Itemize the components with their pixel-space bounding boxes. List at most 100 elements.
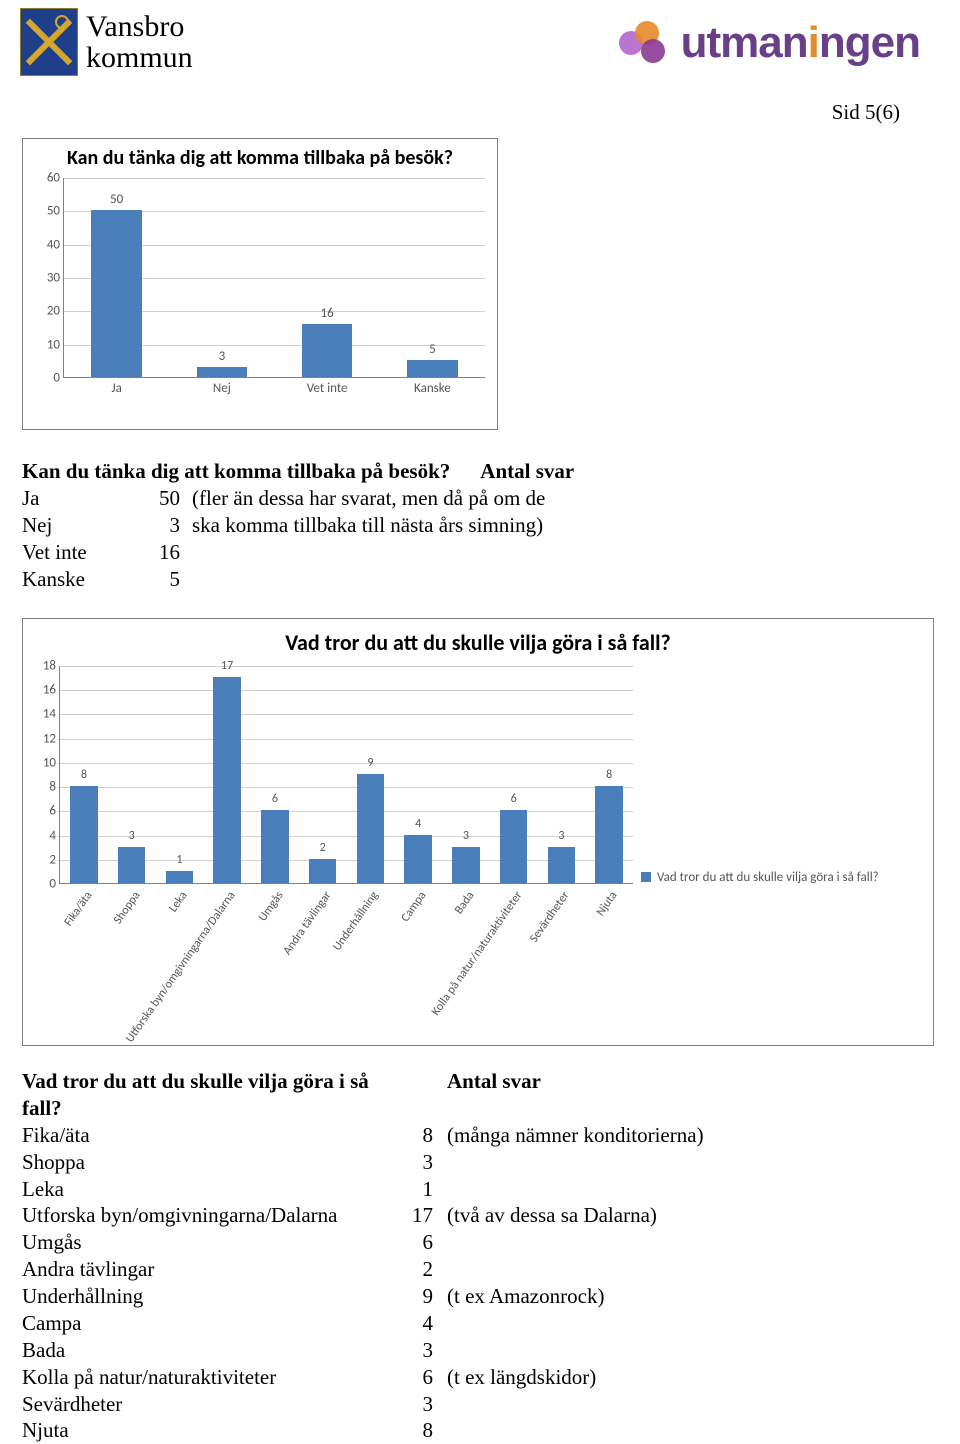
table1-title: Kan du tänka dig att komma tillbaka på b… [22, 459, 450, 483]
table2: Vad tror du att du skulle vilja göra i s… [22, 1068, 942, 1444]
row-label: Vet inte [22, 539, 132, 566]
chart2-ytick: 2 [30, 852, 56, 867]
chart2-bar-value: 1 [166, 853, 194, 867]
row-note: (två av dessa sa Dalarna) [447, 1202, 942, 1229]
chart1-title: Kan du tänka dig att komma tillbaka på b… [23, 139, 497, 174]
chart1-ytick: 30 [34, 271, 60, 286]
chart2-bar: 3 [118, 847, 146, 883]
row-value: 5 [132, 566, 192, 593]
chart2-ytick: 10 [30, 755, 56, 770]
row-label: Fika/äta [22, 1122, 397, 1149]
row-label: Bada [22, 1337, 397, 1364]
table-row: Kolla på natur/naturaktiviteter6(t ex lä… [22, 1364, 942, 1391]
chart1-bar: 3 [197, 367, 248, 377]
chart2-bar-value: 9 [357, 756, 385, 770]
chart2-xtick: Underhållning [331, 889, 382, 954]
chart1-bar: 5 [407, 360, 458, 377]
row-value: 2 [397, 1256, 447, 1283]
chart2-legend: Vad tror du att du skulle vilja göra i s… [641, 762, 901, 992]
chart1-bar-value: 16 [302, 306, 353, 321]
utmaningen-logo: utmaningen [619, 18, 920, 68]
table-row: Nej3ska komma tillbaka till nästa års si… [22, 512, 922, 539]
chart2-xtick: Bada [452, 889, 477, 917]
chart2-xtick: Shoppa [111, 889, 143, 927]
table-row: Utforska byn/omgivningarna/Dalarna17(två… [22, 1202, 942, 1229]
row-value: 3 [397, 1149, 447, 1176]
row-label: Kanske [22, 566, 132, 593]
chart2-xtick: Sevärdheter [528, 889, 573, 945]
row-note [192, 566, 922, 593]
table1: Kan du tänka dig att komma tillbaka på b… [22, 458, 922, 592]
row-label: Campa [22, 1310, 397, 1337]
table2-header-val: Antal svar [447, 1068, 942, 1122]
vansbro-logo: Vansbro kommun [20, 8, 193, 76]
chart1-xtick: Nej [213, 381, 231, 396]
row-value: 3 [397, 1391, 447, 1418]
page-number: Sid 5(6) [832, 100, 900, 125]
chart2-xtick: Kolla på natur/naturaktiviteter [429, 889, 525, 1018]
chart1-bar-value: 3 [197, 349, 248, 364]
chart1-xtick: Kanske [414, 381, 451, 396]
chart2-xtick: Campa [399, 889, 430, 925]
table2-title: Vad tror du att du skulle vilja göra i s… [22, 1069, 369, 1120]
chart2-ytick: 0 [30, 877, 56, 892]
chart1-bar: 50 [91, 210, 142, 377]
row-note [447, 1149, 942, 1176]
table1-header-val: Antal svar [480, 458, 574, 485]
chart1-ytick: 0 [34, 371, 60, 386]
chart2: Vad tror du att du skulle vilja göra i s… [22, 618, 934, 1046]
chart2-bar-value: 3 [548, 829, 576, 843]
chart2-ytick: 8 [30, 780, 56, 795]
table-row: Kanske5 [22, 566, 922, 593]
chart2-title: Vad tror du att du skulle vilja göra i s… [23, 619, 933, 662]
row-note [447, 1229, 942, 1256]
crest-icon [20, 8, 78, 76]
row-value: 50 [132, 485, 192, 512]
chart1-xtick: Vet inte [307, 381, 348, 396]
row-note [447, 1310, 942, 1337]
circles-icon [619, 21, 675, 65]
row-label: Underhållning [22, 1283, 397, 1310]
table-row: Ja50(fler än dessa har svarat, men då på… [22, 485, 922, 512]
row-note [192, 539, 922, 566]
chart1: Kan du tänka dig att komma tillbaka på b… [22, 138, 498, 430]
chart2-xtick: Leka [167, 889, 191, 915]
chart2-ytick: 16 [30, 683, 56, 698]
table-row: Underhållning9(t ex Amazonrock) [22, 1283, 942, 1310]
row-value: 4 [397, 1310, 447, 1337]
table-row: Andra tävlingar2 [22, 1256, 942, 1283]
chart1-bar: 16 [302, 324, 353, 377]
chart2-bar-value: 3 [118, 829, 146, 843]
legend-label: Vad tror du att du skulle vilja göra i s… [657, 870, 879, 885]
chart2-bar-value: 4 [404, 817, 432, 831]
row-note [447, 1176, 942, 1203]
chart2-bar-value: 3 [452, 829, 480, 843]
chart2-bar: 2 [309, 859, 337, 883]
row-label: Kolla på natur/naturaktiviteter [22, 1364, 397, 1391]
vansbro-line2: kommun [86, 41, 193, 74]
chart2-bar: 4 [404, 835, 432, 883]
row-note [447, 1256, 942, 1283]
page-header: Vansbro kommun utmaningen [0, 0, 960, 76]
row-label: Sevärdheter [22, 1391, 397, 1418]
chart1-ytick: 60 [34, 171, 60, 186]
row-value: 8 [397, 1122, 447, 1149]
chart2-ytick: 6 [30, 804, 56, 819]
table-row: Bada3 [22, 1337, 942, 1364]
chart2-xtick: Umgås [256, 889, 286, 924]
vansbro-text: Vansbro kommun [86, 11, 193, 74]
chart2-ytick: 18 [30, 659, 56, 674]
row-label: Nej [22, 512, 132, 539]
table-row: Fika/äta8(många nämner konditorierna) [22, 1122, 942, 1149]
chart2-xtick: Andra tävlingar [280, 889, 334, 958]
row-label: Shoppa [22, 1149, 397, 1176]
legend-swatch [641, 872, 651, 882]
chart2-bar: 9 [357, 774, 385, 883]
row-label: Utforska byn/omgivningarna/Dalarna [22, 1202, 397, 1229]
row-note: (fler än dessa har svarat, men då på om … [192, 485, 922, 512]
chart1-ytick: 20 [34, 304, 60, 319]
row-label: Andra tävlingar [22, 1256, 397, 1283]
chart2-plot: 0246810121416188Fika/äta3Shoppa1Leka17Ut… [59, 666, 633, 884]
chart2-bar-value: 6 [500, 792, 528, 806]
row-label: Leka [22, 1176, 397, 1203]
